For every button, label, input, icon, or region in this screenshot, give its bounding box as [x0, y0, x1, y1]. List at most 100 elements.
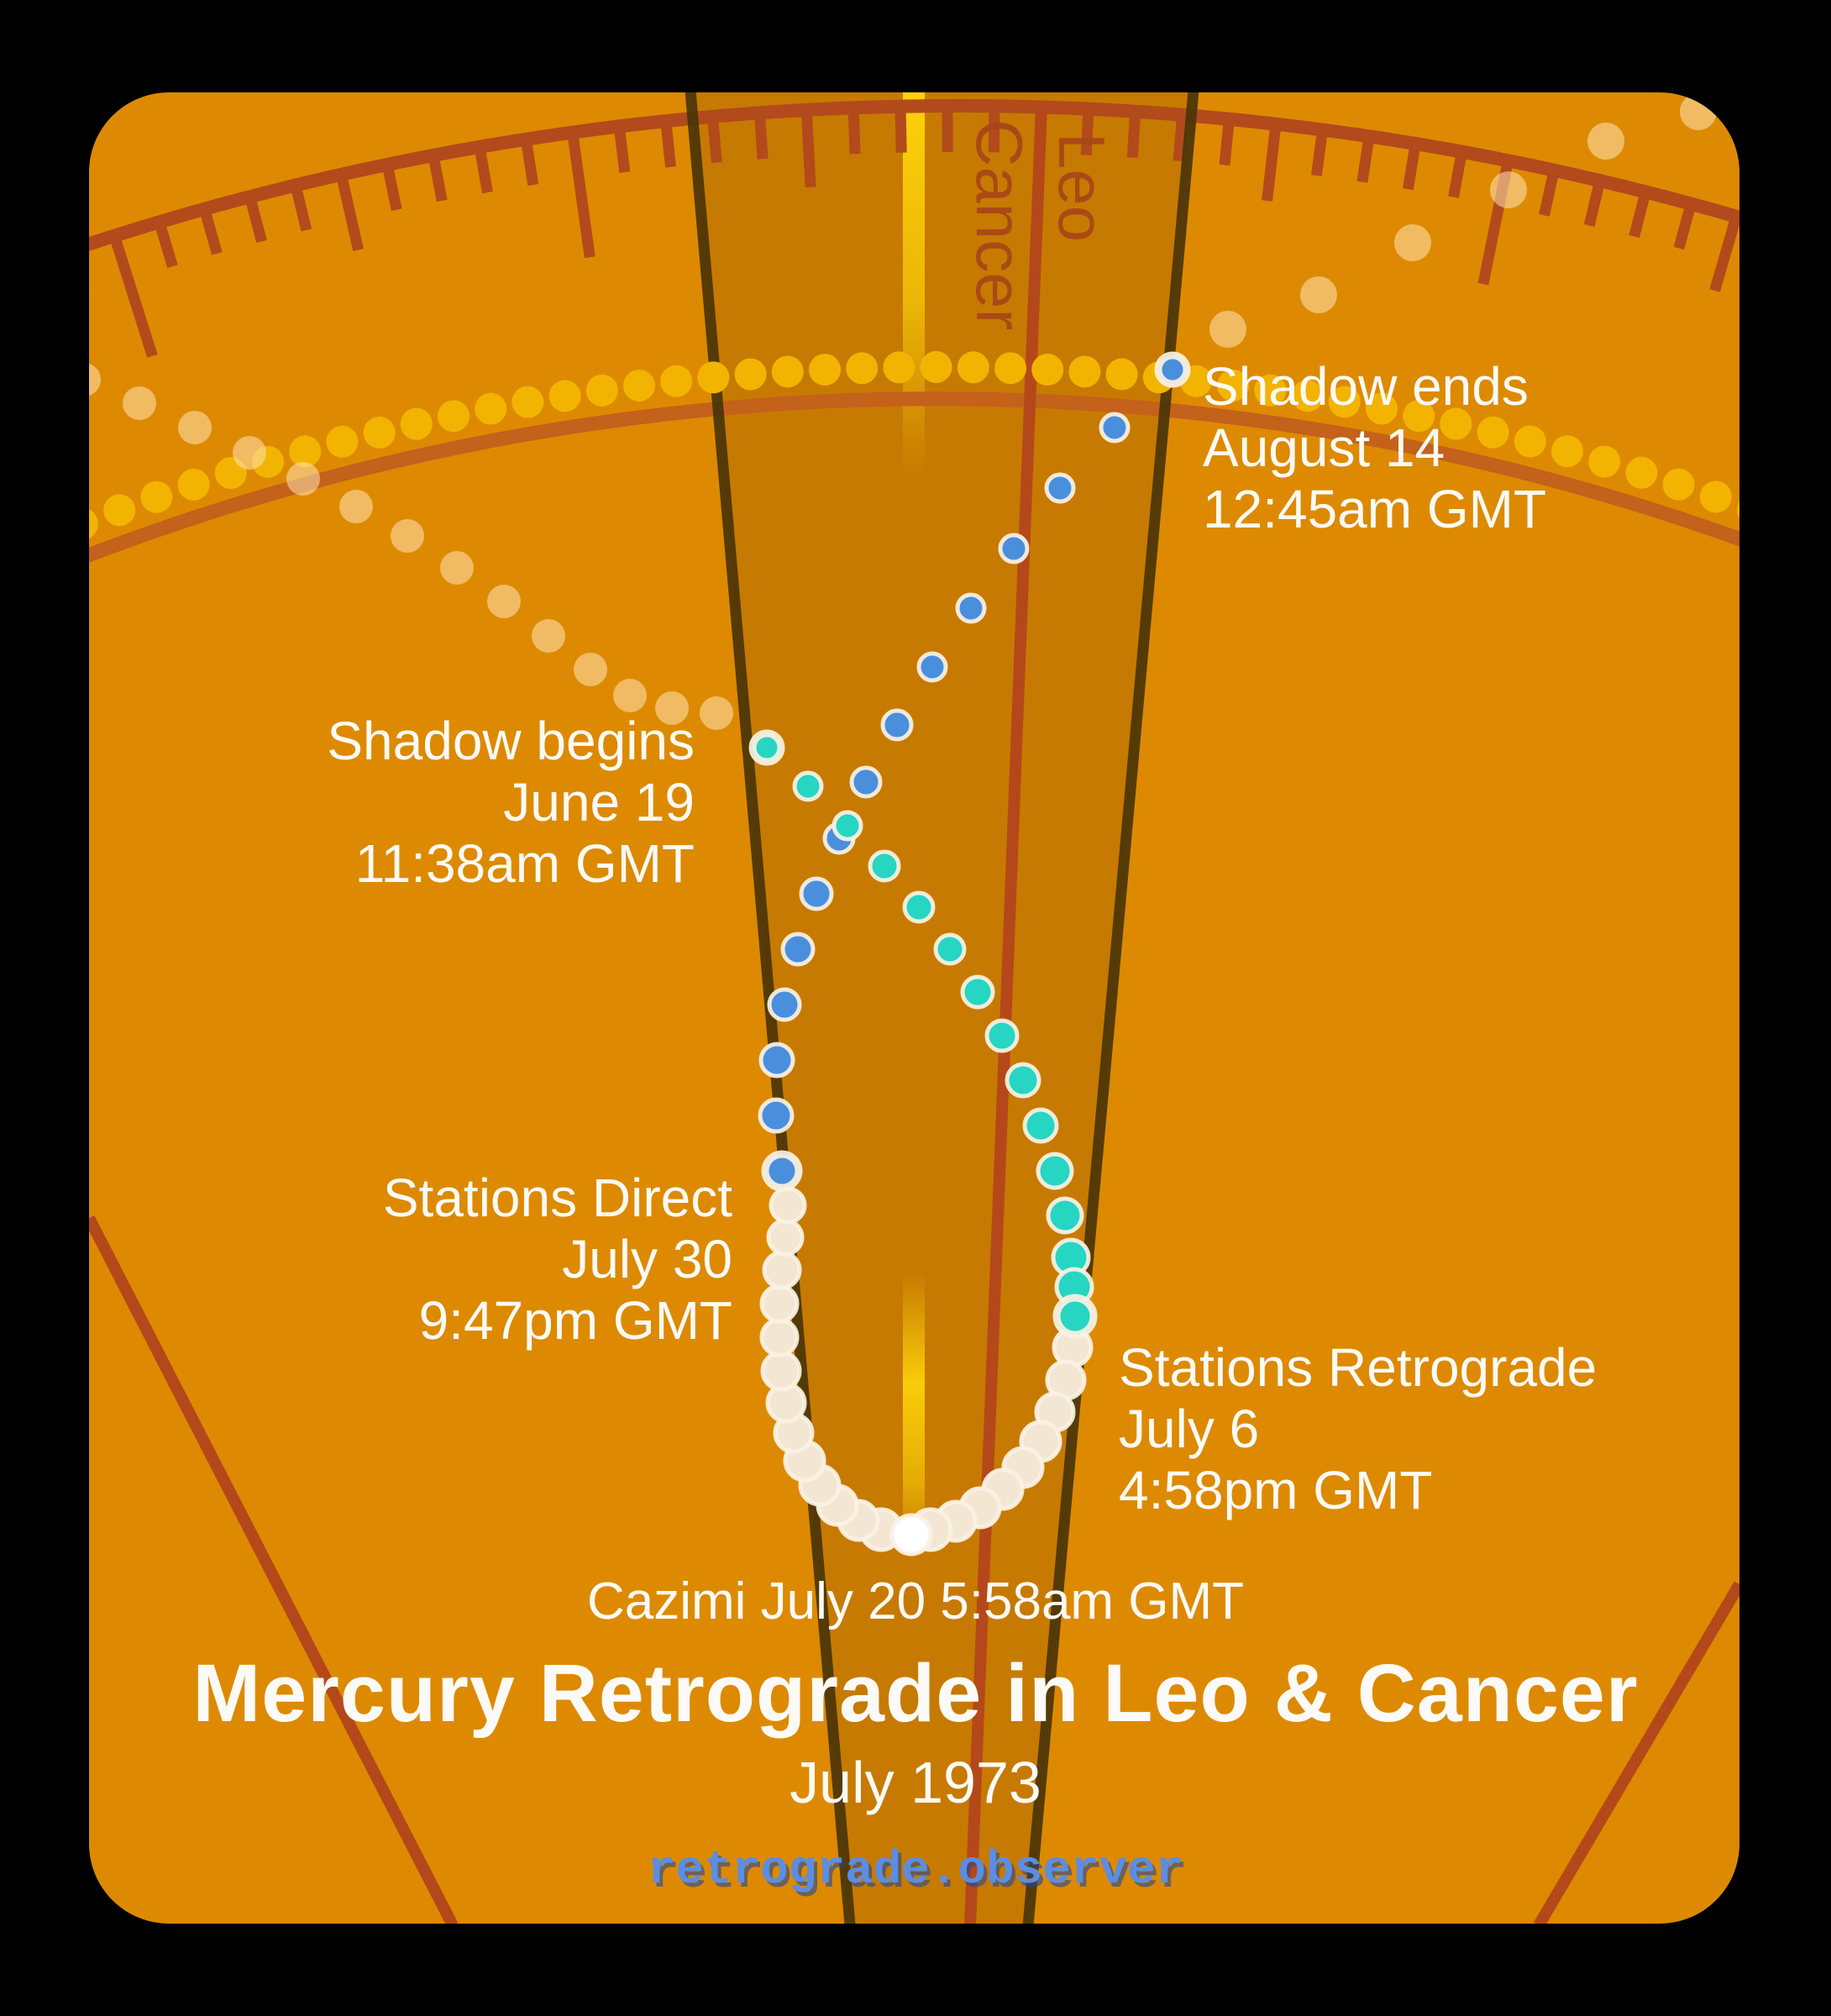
mercury-dot [849, 765, 883, 799]
mercury-dot [916, 651, 948, 683]
sun-dot [1031, 354, 1064, 386]
cazimi-glow-top [903, 92, 925, 475]
trail-dot [286, 462, 320, 496]
degree-tick [1448, 150, 1467, 198]
mercury-dot [760, 1350, 802, 1392]
trail-dot [487, 585, 521, 618]
cazimi-dot [889, 1513, 933, 1557]
sun-dot [1551, 435, 1583, 468]
stations-retrograde-line2: July 6 [1119, 1399, 1260, 1459]
watermark-link[interactable]: retrograde.observer [647, 1843, 1184, 1897]
degree-tick [199, 207, 223, 255]
sun-dot [1105, 358, 1138, 391]
mercury-dot [889, 1513, 933, 1557]
trail-dot [613, 679, 647, 712]
mercury-dot [758, 1042, 795, 1079]
degree-tick [1539, 169, 1560, 217]
sun-dot [1625, 456, 1658, 489]
trail-dot [700, 696, 733, 730]
sun-dot [103, 494, 136, 527]
sun-dot [1366, 392, 1398, 425]
shadow-ends-line1: Shadow ends [1203, 356, 1529, 417]
sun-dot [957, 351, 989, 384]
degree-tick [613, 125, 631, 173]
cazimi-note: Cazimi July 20 5:58am GMT [586, 1572, 1245, 1630]
sun-dot [1477, 416, 1509, 449]
mercury-dot [792, 770, 824, 802]
shadow-ends-label: Shadow ends August 14 12:45am GMT [1203, 356, 1546, 540]
stations-retrograde-label: Stations Retrograde July 6 4:58pm GMT [1119, 1337, 1597, 1521]
sun-dot [548, 380, 581, 412]
sun-dot [585, 374, 618, 407]
trail-dot [391, 519, 424, 553]
sun-dot [475, 392, 507, 425]
sun-dot [883, 351, 916, 384]
mercury-dot [1005, 1062, 1041, 1099]
sun-dot [1291, 380, 1324, 412]
degree-ticks [89, 105, 1739, 358]
zodiac-label-cancer: Cancer [963, 119, 1036, 331]
sun-dot [512, 386, 544, 418]
mercury-dot [758, 1097, 795, 1134]
shadow-begins-line2: June 19 [503, 772, 695, 832]
mercury-dot [1046, 1196, 1084, 1235]
sign-cusp-line [89, 1215, 459, 1924]
mercury-dot [984, 1018, 1020, 1053]
sun-path-dots [89, 351, 1739, 540]
sign-cusp-line [1533, 1581, 1739, 1924]
sun-dot [1699, 480, 1732, 513]
sun-dot [1588, 445, 1621, 478]
sun-dot [697, 361, 730, 394]
sun-dot [1514, 425, 1546, 458]
sun-dot [1328, 386, 1361, 418]
trail-dot [440, 551, 474, 585]
degree-tick [567, 131, 595, 259]
degree-tick [1709, 214, 1739, 292]
degree-tick [1219, 118, 1235, 166]
degree-tick [1080, 108, 1094, 155]
sun-dot [1737, 493, 1739, 526]
mercury-dot [1099, 412, 1131, 444]
sun-dot [1068, 355, 1101, 388]
sun-dot [177, 468, 210, 501]
sun-dot [771, 355, 804, 388]
mercury-dot [933, 932, 967, 966]
shadow-begins-line3: 11:38am GMT [354, 833, 695, 894]
trail-dot [655, 691, 689, 725]
event-dot [748, 729, 785, 766]
sun-dot [660, 365, 693, 397]
zodiac-label-leo: Leo [1045, 133, 1119, 243]
sign-cusp-lines [89, 105, 1739, 1924]
trail-dot [1587, 123, 1624, 160]
sign-cusp-line [964, 105, 1047, 1924]
degree-tick [1126, 111, 1141, 159]
sun-dot [140, 480, 173, 513]
mercury-dot [1022, 1107, 1059, 1144]
trail-dot [1394, 224, 1431, 261]
sun-dot [438, 400, 470, 433]
degree-tick [89, 249, 90, 297]
page-title: Mercury Retrograde in Leo & Cancer [192, 1647, 1639, 1739]
trail-dot [1490, 171, 1527, 208]
sun-dot [1662, 468, 1695, 501]
stations-direct-line3: 9:47pm GMT [418, 1290, 732, 1351]
trail-dot [89, 363, 101, 396]
degree-tick [109, 234, 158, 358]
sun-dot [846, 352, 879, 385]
mercury-dot [769, 1186, 807, 1225]
mercury-dot [998, 533, 1030, 564]
degree-tick [336, 173, 364, 251]
faint-mercury-trail [89, 93, 1717, 730]
mercury-dot [880, 708, 914, 742]
mercury-dot [766, 1218, 805, 1257]
degree-tick [1673, 202, 1697, 250]
degree-tick [154, 220, 178, 268]
mercury-dot [868, 849, 901, 883]
mercury-dot [955, 592, 987, 624]
shadow-begins-label: Shadow begins June 19 11:38am GMT [252, 711, 695, 895]
sun-dot [1254, 374, 1287, 407]
degree-tick [1583, 179, 1606, 227]
degree-tick [474, 145, 493, 194]
trail-dot [233, 436, 266, 470]
sun-dot [809, 354, 841, 386]
